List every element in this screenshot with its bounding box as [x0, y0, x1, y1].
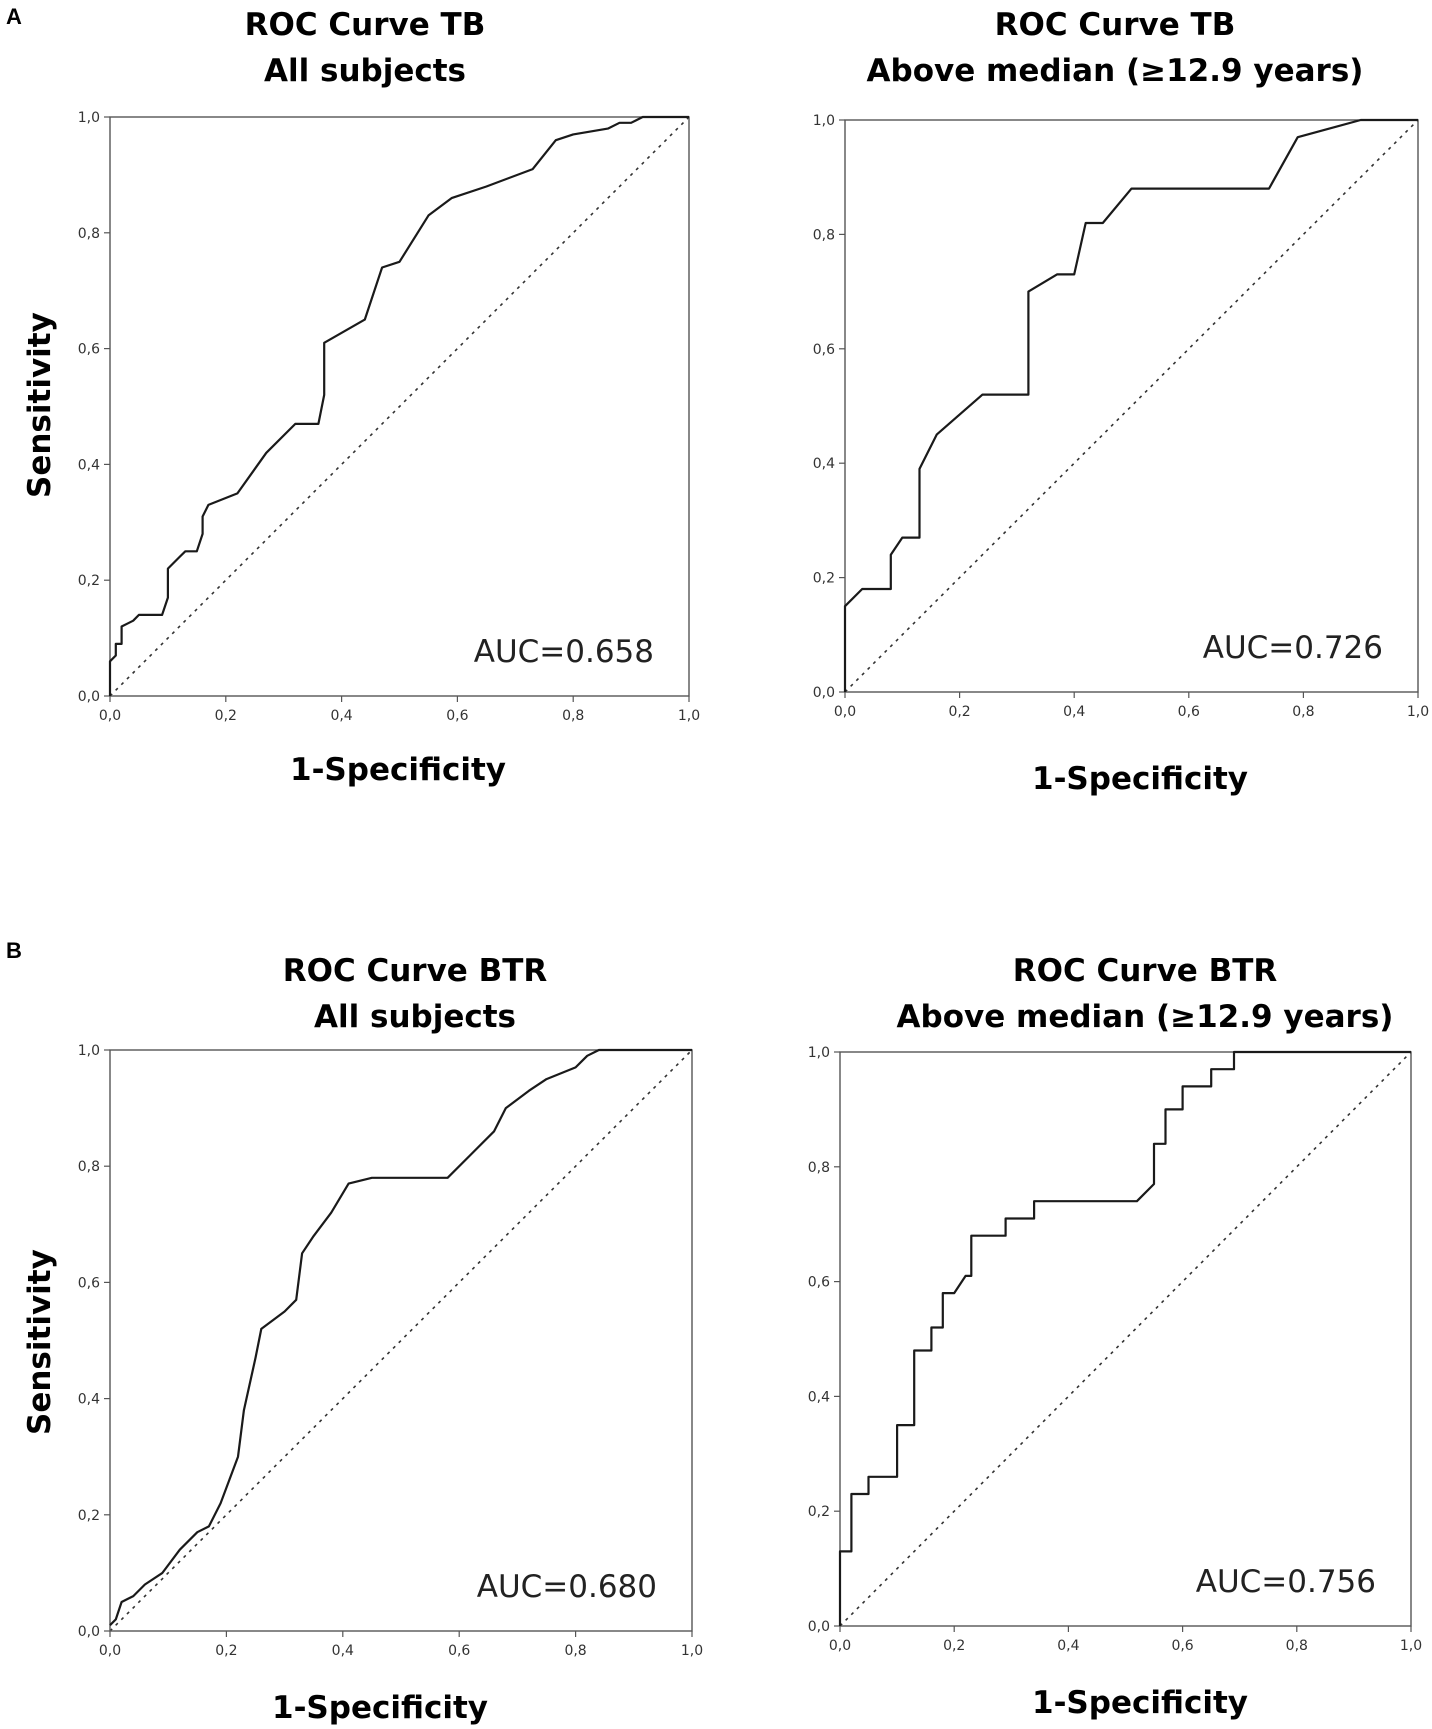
roc-curve-line [838, 1050, 1411, 1626]
y-tick-label: 1,0 [808, 1045, 830, 1061]
x-tick-label: 0,0 [99, 1643, 121, 1659]
x-tick-label: 0,0 [829, 1638, 851, 1654]
chart-title: ROC Curve BTR Above median (≥12.9 years) [880, 948, 1410, 1040]
y-tick-label: 1,0 [78, 1043, 100, 1059]
plot-frame [109, 1049, 693, 1632]
reference-diagonal-line [109, 116, 690, 697]
x-tick-label: 0,8 [1286, 1638, 1308, 1654]
chart-subtitle: All subjects [313, 999, 517, 1035]
x-axis-label: 1-Specificity [290, 752, 506, 788]
y-tick-label: 1,0 [813, 113, 835, 129]
x-tick-label: 0,2 [215, 708, 237, 724]
x-tick-label: 0,2 [943, 1638, 965, 1654]
y-tick-label: 0,6 [808, 1275, 830, 1291]
chart-subtitle: Above median (≥12.9 years) [866, 53, 1364, 89]
chart-subtitle: All subjects [263, 53, 467, 89]
y-tick-label: 0,6 [813, 342, 835, 358]
x-tick-label: 0,2 [215, 1643, 237, 1659]
x-axis-label: 1-Specificity [272, 1690, 488, 1726]
chart-title: ROC Curve BTR All subjects [150, 948, 680, 1040]
x-tick-label: 0,4 [1057, 1638, 1079, 1654]
x-tick-label: 0,8 [1292, 704, 1314, 720]
panel-label-a: A [6, 4, 22, 29]
x-tick-label: 1,0 [681, 1643, 703, 1659]
x-tick-label: 1,0 [1407, 704, 1429, 720]
y-tick-label: 0,8 [78, 226, 100, 242]
chart-title-line1: ROC Curve BTR [1012, 953, 1278, 989]
chart-title-line1: ROC Curve BTR [282, 953, 548, 989]
reference-diagonal-line [109, 1049, 693, 1632]
plot-frame [109, 116, 690, 697]
x-tick-label: 0,8 [562, 708, 584, 724]
reference-diagonal-line [839, 1051, 1412, 1627]
y-tick-label: 0,0 [78, 1624, 100, 1640]
roc-curve-line [109, 1048, 692, 1626]
y-tick-label: 0,4 [808, 1389, 830, 1405]
plot-frame [839, 1051, 1412, 1627]
y-tick-label: 0,8 [813, 227, 835, 243]
plot-frame [844, 119, 1419, 693]
auc-annotation: AUC=0.726 [1203, 630, 1383, 666]
x-tick-label: 0,6 [446, 708, 468, 724]
auc-annotation: AUC=0.756 [1196, 1564, 1376, 1600]
y-tick-label: 0,0 [78, 689, 100, 705]
chart-title-line1: ROC Curve TB [244, 7, 486, 43]
x-tick-label: 0,8 [564, 1643, 586, 1659]
y-tick-label: 0,6 [78, 1275, 100, 1291]
auc-annotation: AUC=0.680 [477, 1569, 657, 1605]
chart-title: ROC Curve TB Above median (≥12.9 years) [850, 2, 1380, 94]
y-tick-label: 0,4 [78, 1392, 100, 1408]
x-tick-label: 0,6 [448, 1643, 470, 1659]
x-tick-label: 0,4 [332, 1643, 354, 1659]
y-tick-label: 0,0 [808, 1619, 830, 1635]
chart-title: ROC Curve TB All subjects [100, 2, 630, 94]
y-tick-label: 0,2 [78, 1508, 100, 1524]
x-tick-label: 0,6 [1178, 704, 1200, 720]
y-tick-label: 0,2 [808, 1504, 830, 1520]
y-tick-label: 0,6 [78, 342, 100, 358]
y-tick-label: 1,0 [78, 110, 100, 126]
chart-subtitle: Above median (≥12.9 years) [896, 999, 1394, 1035]
x-tick-label: 0,2 [948, 704, 970, 720]
roc-curve-line [843, 118, 1418, 692]
x-tick-label: 1,0 [678, 708, 700, 724]
x-tick-label: 0,6 [1171, 1638, 1193, 1654]
y-tick-label: 0,4 [813, 456, 835, 472]
x-tick-label: 0,0 [834, 704, 856, 720]
y-tick-label: 0,0 [813, 685, 835, 701]
y-tick-label: 0,2 [813, 571, 835, 587]
panel-label-b: B [6, 938, 22, 963]
x-tick-label: 1,0 [1400, 1638, 1422, 1654]
reference-diagonal-line [844, 119, 1419, 693]
roc-curve-line [108, 115, 689, 696]
chart-title-line1: ROC Curve TB [994, 7, 1236, 43]
y-tick-label: 0,8 [808, 1160, 830, 1176]
x-tick-label: 0,0 [99, 708, 121, 724]
x-axis-label: 1-Specificity [1032, 1685, 1248, 1721]
y-tick-label: 0,2 [78, 573, 100, 589]
x-tick-label: 0,4 [1063, 704, 1085, 720]
x-tick-label: 0,4 [330, 708, 352, 724]
auc-annotation: AUC=0.658 [474, 634, 654, 670]
y-tick-label: 0,4 [78, 457, 100, 473]
y-tick-label: 0,8 [78, 1159, 100, 1175]
x-axis-label: 1-Specificity [1032, 761, 1248, 797]
